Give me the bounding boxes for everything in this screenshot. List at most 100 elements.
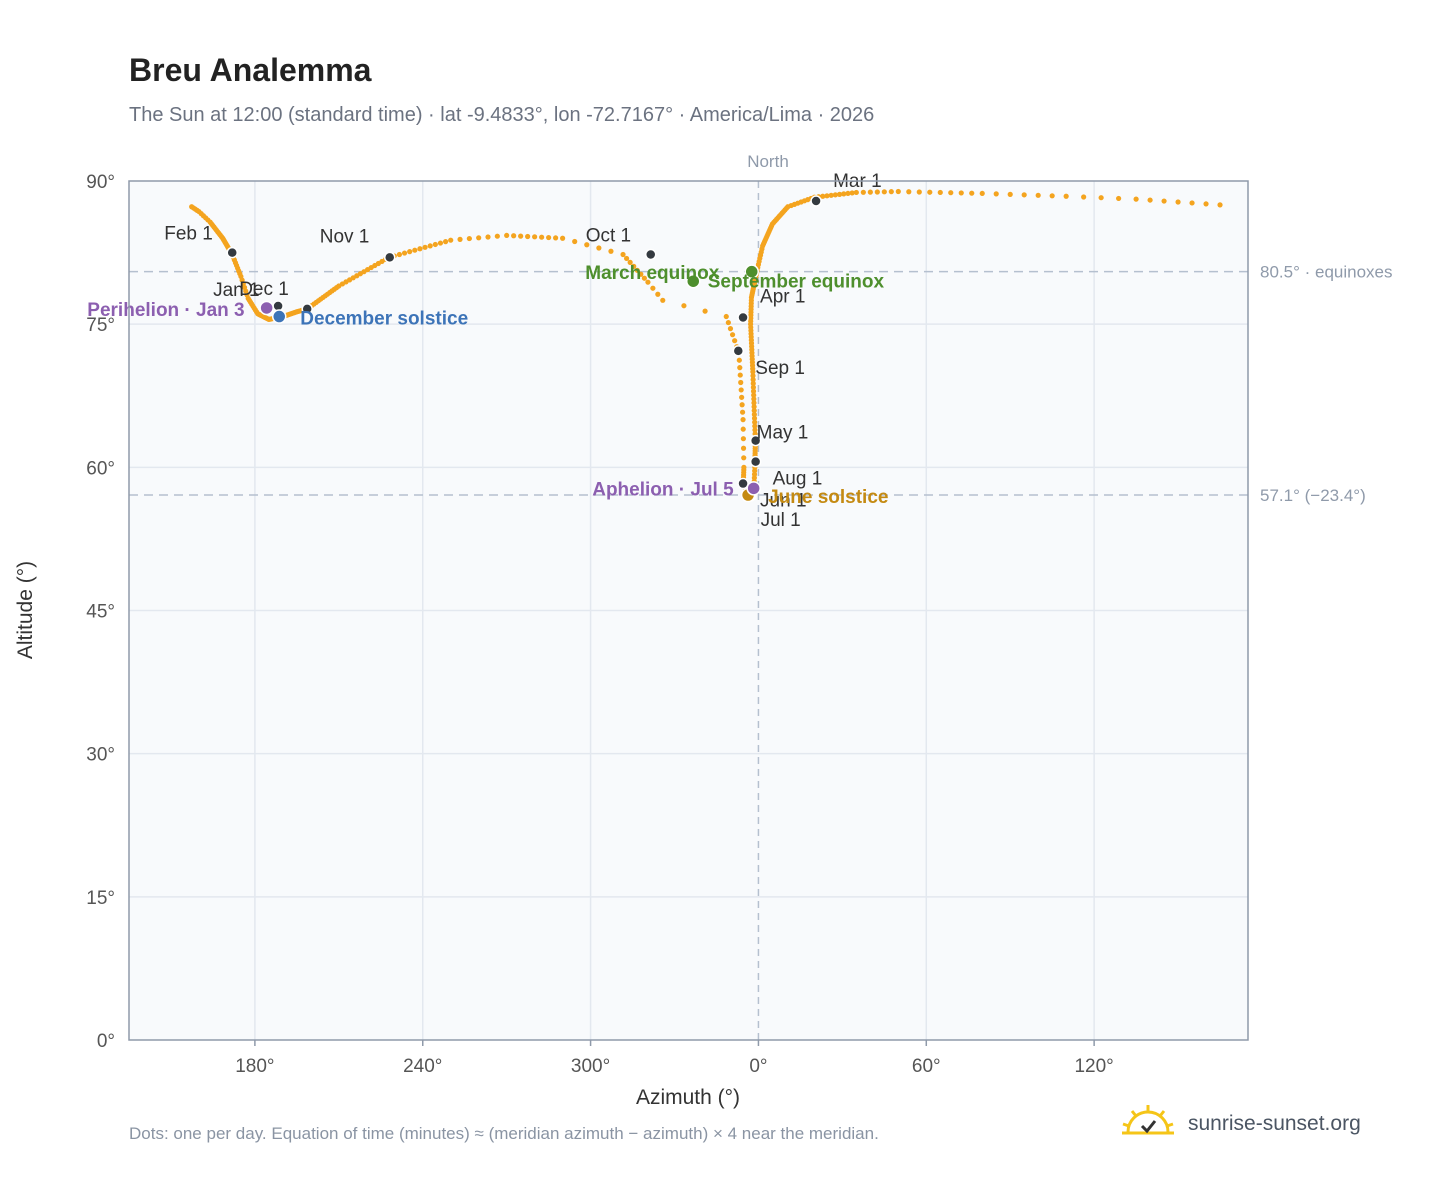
month-marker-label: Sep 1: [755, 358, 805, 379]
month-marker-dot: [749, 455, 762, 468]
daily-sun-dot: [525, 233, 531, 240]
daily-sun-dot: [860, 189, 866, 195]
daily-sun-dot: [457, 236, 463, 242]
month-marker-dot: [644, 248, 657, 261]
daily-sun-dot: [752, 419, 758, 425]
daily-sun-dot: [993, 191, 999, 197]
daily-sun-dot: [820, 193, 826, 199]
daily-sun-dot: [641, 275, 647, 281]
month-marker-dot: [737, 477, 749, 490]
daily-sun-dot: [1189, 200, 1195, 206]
daily-sun-dot: [725, 319, 731, 326]
chart-title: Breu Analemma: [129, 52, 372, 88]
month-marker-dot: [383, 251, 396, 264]
daily-sun-dot: [969, 190, 975, 196]
daily-sun-dot: [532, 234, 538, 240]
daily-sun-dot: [407, 249, 413, 255]
daily-sun-dot: [737, 372, 743, 378]
daily-sun-dot: [539, 234, 545, 240]
x-tick-label: 120°: [1074, 1056, 1113, 1077]
month-marker-dot: [732, 345, 745, 357]
daily-sun-dot: [740, 445, 747, 451]
daily-sun-dot: [751, 415, 758, 421]
daily-sun-dot: [751, 407, 757, 414]
daily-sun-dot: [485, 234, 491, 240]
plot-frame: [128, 180, 1249, 1041]
daily-sun-dot: [739, 394, 745, 400]
chart-subtitle: The Sun at 12:00 (standard time) · lat -…: [129, 104, 875, 126]
daily-sun-dot: [650, 285, 656, 291]
event-marker-label: December solstice: [300, 309, 468, 330]
y-tick-label: 0°: [97, 1031, 115, 1052]
month-marker-label: Jan 1: [213, 280, 259, 301]
daily-sun-dot: [634, 267, 640, 273]
daily-sun-dot: [1098, 195, 1104, 201]
daily-sun-dot: [849, 190, 855, 196]
daily-sun-dot: [401, 250, 408, 256]
sun-check-icon: [1120, 1102, 1176, 1147]
grid-lines: [129, 181, 1248, 1040]
x-tick-label: 240°: [403, 1056, 442, 1077]
daily-sun-dot: [752, 427, 758, 433]
daily-sun-dot: [1007, 191, 1013, 197]
daily-sun-dot: [572, 238, 578, 245]
month-marker-label: Nov 1: [320, 226, 370, 247]
y-tick-label: 75°: [86, 315, 115, 336]
event-marker-dot: [746, 481, 761, 496]
daily-sun-dot: [927, 189, 933, 195]
daily-sun-dot: [1049, 193, 1055, 199]
daily-sun-dot: [638, 271, 644, 277]
daily-sun-dot: [631, 263, 637, 269]
daily-sun-dot: [1133, 196, 1139, 202]
daily-sun-dot: [608, 248, 614, 254]
footnote: Dots: one per day. Equation of time (min…: [129, 1124, 879, 1143]
daily-sun-dot: [916, 189, 922, 195]
daily-sun-dot: [751, 411, 757, 418]
daily-sun-dot: [958, 190, 964, 196]
event-marker-dot: [259, 300, 274, 316]
daily-sun-dot: [1035, 192, 1041, 198]
daily-sun-dot: [437, 240, 444, 246]
daily-sun-dot: [727, 326, 734, 332]
month-marker-label: May 1: [757, 423, 809, 444]
daily-sun-dot: [729, 332, 736, 338]
x-tick-label: 0°: [749, 1056, 767, 1077]
daily-sun-dot: [442, 239, 449, 245]
daily-sun-dot: [979, 190, 985, 197]
daily-sun-dot: [660, 297, 666, 303]
daily-sun-dot: [888, 189, 894, 195]
daily-sun-dot: [750, 373, 756, 379]
daily-sun-dot: [737, 365, 743, 371]
daily-sun-dot: [874, 189, 880, 195]
daily-sun-dot: [948, 190, 954, 196]
daily-sun-dot: [702, 308, 708, 314]
daily-sun-dot: [739, 409, 746, 415]
month-marker-label: Dec 1: [239, 279, 289, 300]
daily-sun-dot: [655, 291, 661, 297]
daily-sun-dot: [620, 251, 626, 258]
daily-sun-dot: [1147, 197, 1153, 203]
daily-sun-dot: [396, 251, 403, 258]
daily-sun-dot: [751, 400, 757, 406]
daily-sun-dot: [546, 234, 552, 241]
daily-sun-dot: [937, 189, 943, 196]
daily-sun-dot: [906, 189, 912, 195]
brand[interactable]: sunrise-sunset.org: [1120, 1104, 1361, 1144]
daily-sun-dot: [751, 404, 757, 410]
y-tick-label: 60°: [86, 458, 115, 479]
daily-sun-dot: [1116, 195, 1122, 202]
daily-sun-dot: [740, 436, 746, 442]
north-label: North: [747, 152, 789, 171]
event-marker-label: Aphelion · Jul 5: [592, 479, 734, 500]
daily-sun-dot: [836, 191, 843, 197]
daily-sun-dot: [1217, 202, 1223, 208]
month-marker-label: Apr 1: [760, 286, 805, 307]
daily-sun-dot: [623, 255, 630, 262]
daily-sun-dot: [432, 241, 438, 248]
event-marker-dot: [686, 273, 701, 289]
y-axis-label: Altitude (°): [14, 561, 37, 659]
daily-sun-dot: [1063, 193, 1069, 199]
month-marker-dot: [749, 434, 762, 447]
daily-sun-dot: [1081, 194, 1087, 200]
